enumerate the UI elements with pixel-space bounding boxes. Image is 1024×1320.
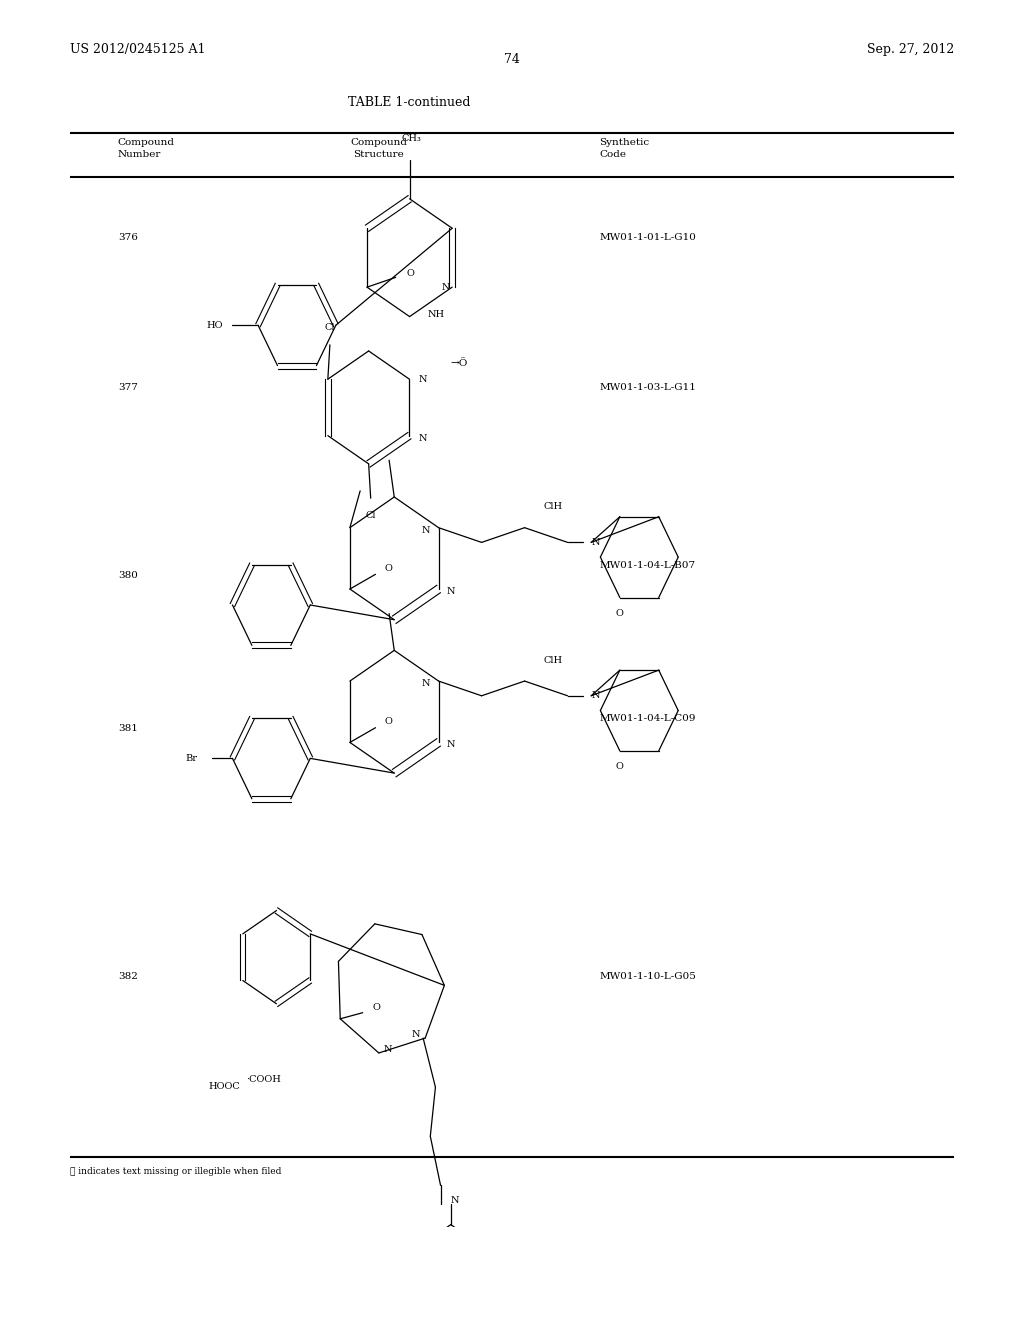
Text: N: N [384,1044,392,1053]
Text: N: N [451,1196,460,1205]
Text: Sep. 27, 2012: Sep. 27, 2012 [867,44,954,55]
Text: 377: 377 [118,383,137,392]
Text: TABLE 1-continued: TABLE 1-continued [348,96,471,108]
Text: HOOC: HOOC [209,1081,241,1090]
Text: HO: HO [207,321,223,330]
Text: 382: 382 [118,972,137,981]
Text: NH: NH [428,310,445,318]
Text: N: N [441,282,451,292]
Text: O: O [615,609,624,618]
Text: 380: 380 [118,570,137,579]
Text: ClH: ClH [544,503,562,511]
Text: Cl: Cl [366,511,376,520]
Text: N: N [591,692,600,701]
Text: 376: 376 [118,234,137,242]
Text: O: O [372,1003,380,1012]
Text: O: O [385,564,393,573]
Text: N: N [419,433,427,442]
Text: MW01-1-10-L-G05: MW01-1-10-L-G05 [599,972,696,981]
Text: N: N [591,537,600,546]
Text: CH₃: CH₃ [401,135,422,143]
Text: N: N [412,1030,420,1039]
Text: MW01-1-03-L-G11: MW01-1-03-L-G11 [599,383,696,392]
Text: Compound
Structure: Compound Structure [350,139,408,158]
Text: 74: 74 [504,53,520,66]
Text: ·COOH: ·COOH [246,1076,281,1085]
Text: →Ö: →Ö [451,359,468,368]
Text: N: N [419,375,427,384]
Text: Cl: Cl [325,323,335,333]
Text: Compound
Number: Compound Number [118,139,175,158]
Text: Synthetic
Code: Synthetic Code [599,139,649,158]
Text: N: N [446,587,456,597]
Text: N: N [422,525,430,535]
Text: MW01-1-04-L-B07: MW01-1-04-L-B07 [599,561,695,570]
Text: Ⓟ indicates text missing or illegible when filed: Ⓟ indicates text missing or illegible wh… [70,1167,281,1176]
Text: O: O [615,763,624,771]
Text: Br: Br [185,754,198,763]
Text: N: N [422,678,430,688]
Text: ClH: ClH [544,656,562,665]
Text: O: O [407,269,414,279]
Text: 381: 381 [118,723,137,733]
Text: O: O [385,717,393,726]
Text: N: N [446,741,456,750]
Text: US 2012/0245125 A1: US 2012/0245125 A1 [70,44,205,55]
Text: MW01-1-04-L-C09: MW01-1-04-L-C09 [599,714,695,723]
Text: MW01-1-01-L-G10: MW01-1-01-L-G10 [599,234,696,242]
